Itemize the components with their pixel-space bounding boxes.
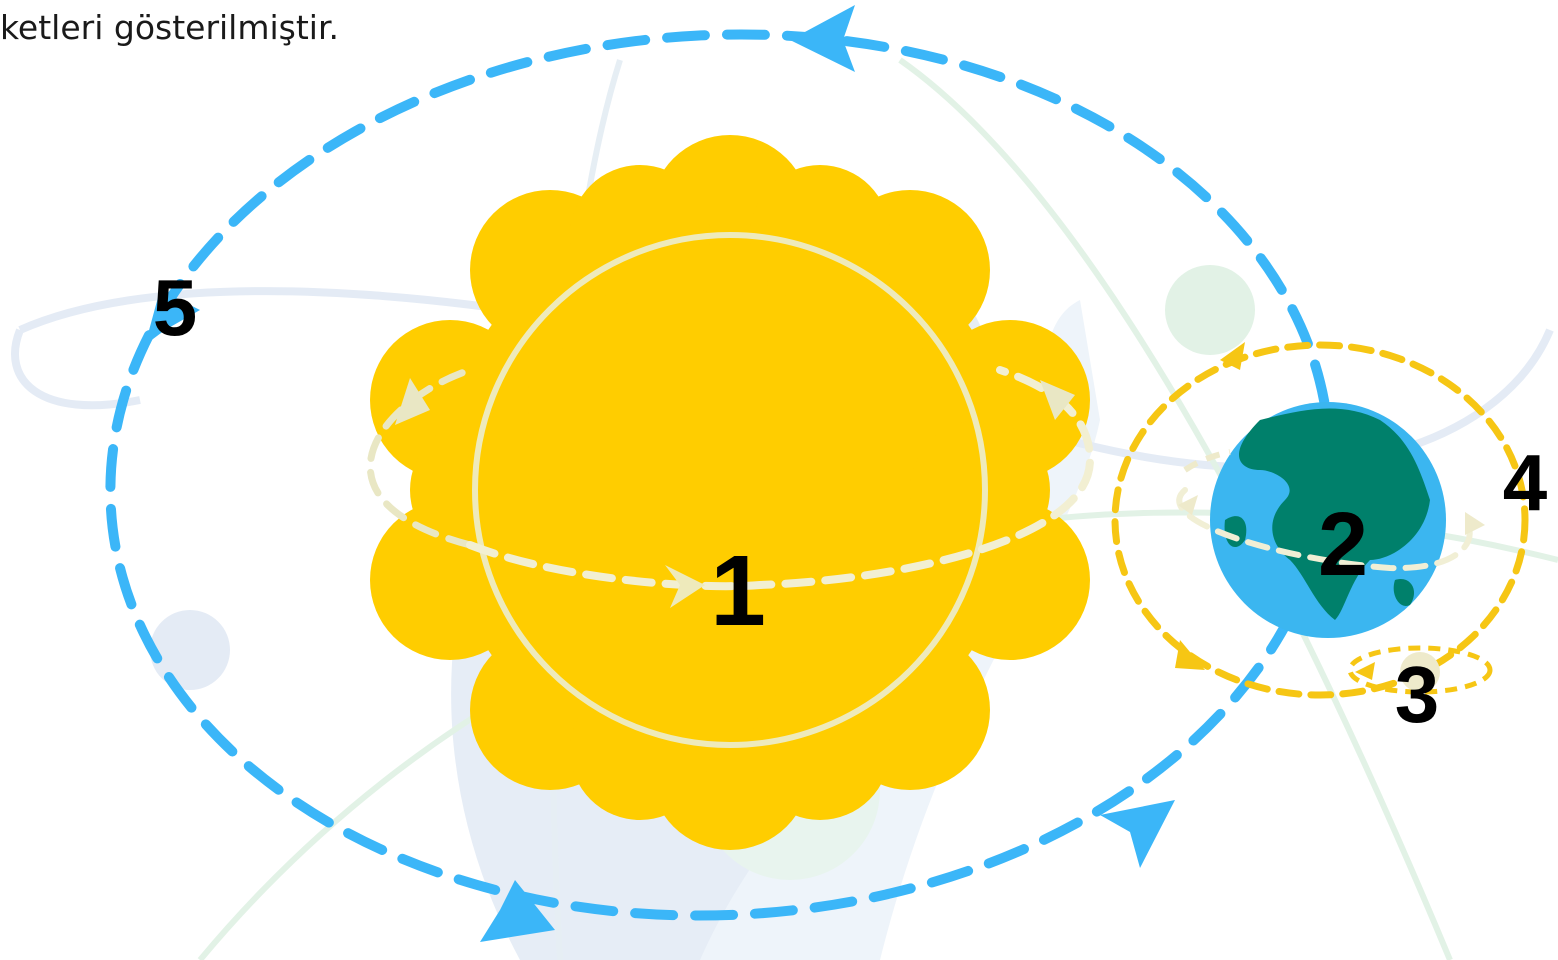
arrowhead-icon [1175,640,1205,670]
arrowhead-icon [1220,342,1245,370]
moon-icon [1347,645,1493,695]
earth-rotation-path [1176,449,1485,572]
arrowhead-icon [145,290,200,345]
earth-icon [1210,402,1446,638]
label-earth-orbit: 5 [153,263,198,352]
arrowhead-icon [790,5,855,72]
caption-text: ketleri gösterilmiştir. [0,8,339,47]
label-moon: 3 [1395,650,1440,739]
label-earth: 2 [1318,495,1368,595]
label-moon-orbit: 4 [1503,438,1548,527]
arrowhead-icon [1100,800,1175,868]
sun-rotation-path [367,366,1095,608]
label-sun: 1 [710,535,766,647]
moon-orbit-path [1111,341,1529,699]
arrowhead-icon [480,880,555,942]
sun-icon [370,135,1090,850]
